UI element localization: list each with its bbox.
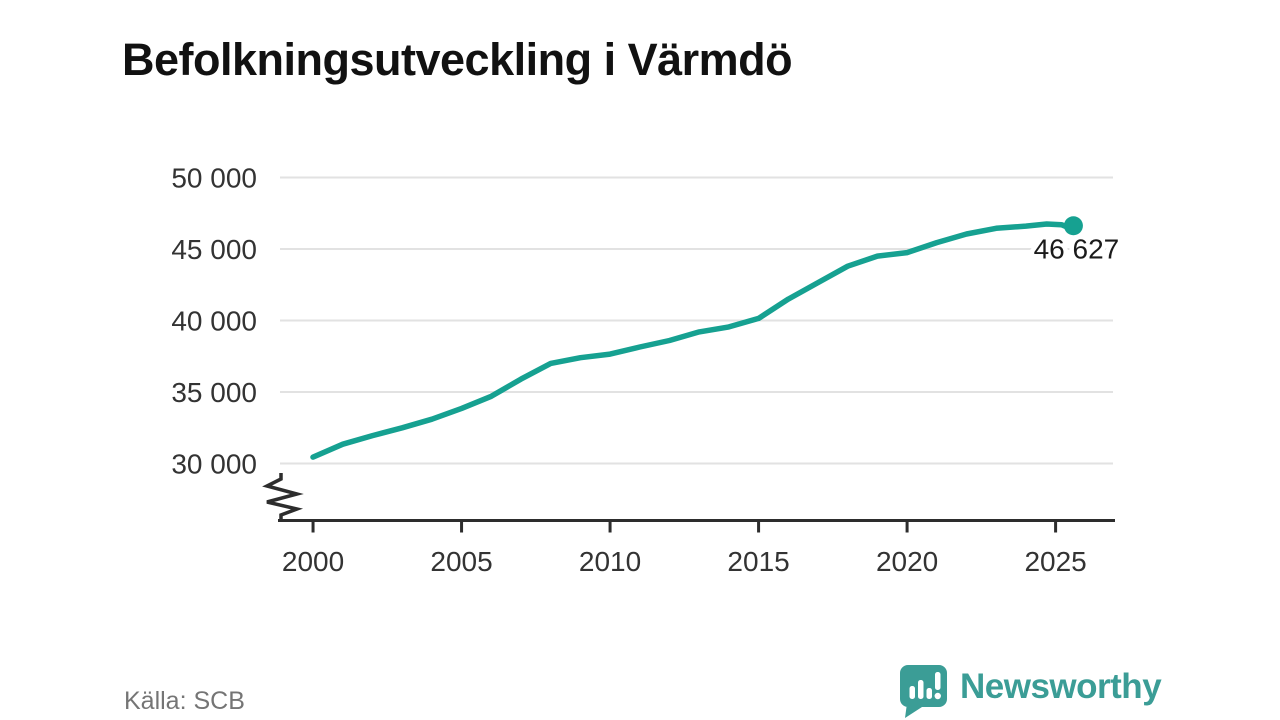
x-axis-tick-label: 2010 (579, 546, 641, 577)
y-axis-tick-label: 35 000 (171, 377, 257, 408)
y-axis-tick-label: 50 000 (171, 163, 257, 194)
axis-break-icon (262, 473, 304, 520)
end-value-label: 46 627 (1034, 234, 1120, 265)
x-axis-tick-label: 2015 (727, 546, 789, 577)
source-note: Källa: SCB (124, 687, 245, 715)
y-axis-tick-label: 45 000 (171, 234, 257, 265)
x-axis-tick-label: 2000 (282, 546, 344, 577)
chart-title: Befolkningsutveckling i Värmdö (122, 34, 793, 86)
x-axis-tick-label: 2025 (1024, 546, 1086, 577)
brand-footer: Newsworthy (897, 663, 1162, 718)
population-line (310, 221, 1077, 460)
x-axis-tick-label: 2020 (876, 546, 938, 577)
y-axis-tick-label: 30 000 (171, 449, 257, 480)
y-axis-tick-label: 40 000 (171, 306, 257, 337)
brand-name: Newsworthy (960, 667, 1162, 706)
x-axis-tick-label: 2005 (430, 546, 492, 577)
bar-chart-speech-bubble-icon (900, 665, 947, 718)
end-point-dot (1063, 216, 1083, 236)
